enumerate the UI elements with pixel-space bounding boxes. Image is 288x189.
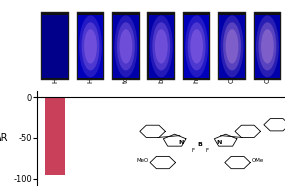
Bar (77, 12, 104, 80)
Bar (254, 12, 281, 80)
Text: MeO: MeO (136, 158, 149, 163)
Ellipse shape (82, 22, 99, 70)
Bar (78, 15, 103, 78)
Bar (113, 15, 139, 78)
Ellipse shape (117, 22, 135, 70)
Ellipse shape (190, 29, 203, 64)
Bar (183, 12, 211, 80)
Bar (218, 12, 246, 80)
Bar (184, 15, 209, 78)
Bar (112, 12, 140, 80)
Y-axis label: ΔR: ΔR (0, 133, 9, 143)
Ellipse shape (155, 29, 168, 64)
Text: N: N (179, 140, 184, 145)
Text: B: B (198, 142, 202, 147)
Text: F: F (205, 148, 209, 153)
Ellipse shape (223, 22, 241, 70)
Ellipse shape (114, 15, 137, 77)
Ellipse shape (226, 29, 238, 64)
Ellipse shape (261, 29, 274, 64)
Ellipse shape (150, 15, 173, 77)
Text: F: F (192, 148, 195, 153)
Ellipse shape (120, 29, 132, 64)
Bar (219, 15, 245, 78)
Ellipse shape (256, 15, 279, 77)
Bar (149, 15, 174, 78)
Bar (147, 12, 175, 80)
Bar (255, 15, 280, 78)
Ellipse shape (221, 15, 244, 77)
Text: N: N (216, 140, 221, 145)
Text: OMe: OMe (252, 158, 264, 163)
Ellipse shape (84, 29, 97, 64)
Bar (41, 12, 69, 80)
Bar (46, 97, 65, 175)
Ellipse shape (79, 15, 102, 77)
Ellipse shape (152, 22, 170, 70)
Bar (42, 15, 68, 78)
Ellipse shape (188, 22, 206, 70)
Ellipse shape (185, 15, 208, 77)
Ellipse shape (259, 22, 276, 70)
